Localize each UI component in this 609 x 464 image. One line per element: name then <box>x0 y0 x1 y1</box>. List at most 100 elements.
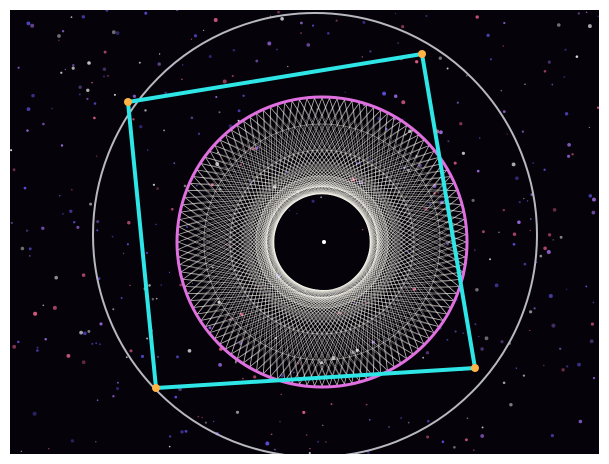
star-dot <box>454 330 457 333</box>
star-dot <box>526 200 529 202</box>
star-dot <box>99 343 101 345</box>
star-dot <box>175 355 180 359</box>
star-dot <box>107 75 109 77</box>
star-dot <box>287 65 289 68</box>
star-dot <box>453 445 456 449</box>
star-dot <box>70 188 73 191</box>
star-dot <box>529 329 531 332</box>
star-dot <box>235 410 240 414</box>
star-dot <box>277 10 280 14</box>
string-art-mandala <box>177 97 467 387</box>
star-dot <box>306 43 311 47</box>
star-dot <box>302 410 306 414</box>
star-dot <box>456 101 459 104</box>
star-dot <box>144 11 148 15</box>
string-chord <box>314 98 419 350</box>
star-dot <box>447 140 450 143</box>
star-dot <box>446 338 449 341</box>
star-dot <box>547 60 551 64</box>
star-dot <box>475 288 479 292</box>
star-dot <box>36 349 39 352</box>
star-dot <box>515 367 518 369</box>
star-dot <box>91 81 93 84</box>
star-dot <box>267 41 272 46</box>
star-dot <box>157 355 159 358</box>
star-dot <box>202 29 205 32</box>
image-frame <box>10 10 599 454</box>
star-dot <box>474 323 477 326</box>
star-dot <box>222 79 227 84</box>
star-dot <box>503 21 506 25</box>
star-dot <box>87 61 91 65</box>
star-dot <box>155 297 158 300</box>
outer-circle <box>92 12 538 454</box>
star-dot <box>509 402 513 407</box>
star-dot <box>400 417 402 419</box>
star-dot <box>393 118 396 121</box>
star-dot <box>270 433 273 436</box>
star-dot <box>320 196 322 198</box>
star-dot <box>83 331 87 336</box>
star-dot <box>208 54 212 59</box>
star-dot <box>591 210 596 215</box>
star-dot <box>585 11 588 14</box>
star-dot <box>481 426 484 429</box>
star-dot <box>426 435 430 439</box>
star-dot <box>61 30 65 33</box>
star-dot <box>480 347 484 351</box>
star-dot <box>473 449 475 451</box>
star-dot <box>168 271 171 273</box>
star-dot <box>51 107 53 110</box>
star-dot <box>156 187 159 190</box>
star-dot <box>208 326 212 330</box>
star-dot <box>111 235 114 238</box>
star-dot <box>20 450 22 453</box>
star-dot <box>502 45 504 47</box>
star-dot <box>557 23 561 27</box>
star-dot <box>476 169 480 173</box>
star-dot <box>308 451 311 454</box>
star-dot <box>26 21 31 26</box>
star-dot <box>502 110 506 113</box>
star-dot <box>482 230 485 234</box>
star-dot <box>529 218 532 220</box>
star-dot <box>116 381 119 384</box>
star-dot <box>461 151 465 155</box>
star-dot <box>539 254 543 258</box>
star-dot <box>279 421 281 423</box>
star-dot <box>486 33 490 38</box>
star-dot <box>144 109 147 112</box>
star-dot <box>577 362 581 367</box>
star-dot <box>320 361 324 365</box>
star-dot <box>288 209 290 212</box>
star-dot <box>462 332 465 335</box>
star-dot <box>523 262 527 266</box>
star-dot <box>382 91 387 96</box>
star-dot <box>305 434 308 436</box>
star-dot <box>160 284 162 286</box>
star-dot <box>589 339 594 344</box>
star-dot <box>330 403 333 406</box>
star-dot <box>500 89 503 92</box>
star-dot <box>466 417 469 419</box>
star-dot <box>95 342 98 345</box>
star-dot <box>102 75 106 78</box>
star-dot <box>317 440 320 443</box>
star-dot <box>592 301 595 304</box>
star-dot <box>425 351 430 355</box>
star-dot <box>480 434 485 438</box>
star-dot <box>148 284 151 287</box>
star-dot <box>52 305 57 310</box>
star-dot <box>242 94 245 97</box>
star-dot <box>327 32 330 35</box>
star-dot <box>529 229 531 232</box>
star-dot <box>41 226 45 231</box>
star-dot <box>190 116 194 120</box>
star-dot <box>73 221 76 224</box>
inner-guide-ring <box>255 175 389 309</box>
star-dot <box>181 64 184 66</box>
star-dot <box>89 202 93 206</box>
star-dot <box>441 440 445 444</box>
star-dot <box>293 371 295 374</box>
star-dot <box>23 186 27 190</box>
